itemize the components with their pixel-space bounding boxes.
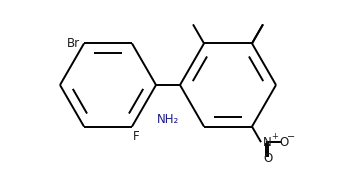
Text: +: + (271, 132, 278, 141)
Text: NH₂: NH₂ (157, 113, 179, 126)
Text: O: O (279, 136, 288, 149)
Text: Br: Br (67, 37, 80, 50)
Text: F: F (133, 130, 140, 143)
Text: −: − (287, 132, 295, 142)
Text: N: N (263, 136, 272, 149)
Text: O: O (263, 152, 272, 165)
